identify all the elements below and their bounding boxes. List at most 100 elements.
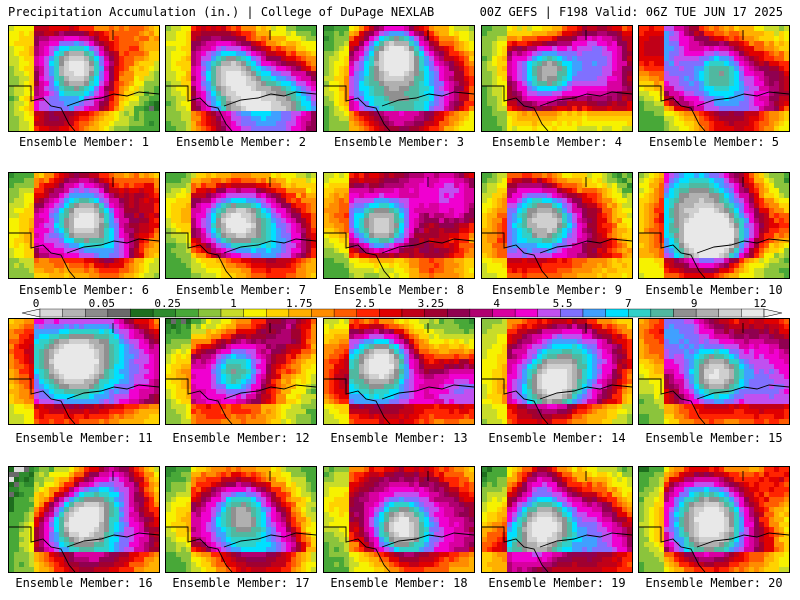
precip-grid-cell [784, 126, 789, 131]
precip-grid-cell [94, 188, 99, 193]
precip-grid-cell [144, 248, 149, 253]
precip-grid-cell [74, 268, 79, 273]
precip-grid-cell [34, 178, 39, 183]
precip-grid-cell [306, 66, 311, 71]
precip-grid-cell [186, 96, 191, 101]
precip-grid-cell [104, 116, 109, 121]
precip-grid-cell [271, 228, 276, 233]
precip-grid-cell [419, 91, 424, 96]
precip-grid-cell [439, 46, 444, 51]
precip-grid-cell [374, 51, 379, 56]
precip-grid-cell [684, 56, 689, 61]
precip-grid-cell [149, 248, 154, 253]
precip-grid-cell [497, 86, 502, 91]
precip-grid-cell [349, 41, 354, 46]
precip-grid-cell [374, 66, 379, 71]
precip-grid-cell [149, 36, 154, 41]
precip-grid-cell [359, 253, 364, 258]
precip-grid-cell [542, 61, 547, 66]
precip-grid-cell [261, 51, 266, 56]
precip-grid-cell [129, 121, 134, 126]
precip-grid-cell [409, 66, 414, 71]
precip-grid-cell [409, 26, 414, 31]
precip-grid-cell [552, 116, 557, 121]
precip-grid-cell [9, 208, 14, 213]
precip-grid-cell [221, 91, 226, 96]
precip-grid-cell [104, 273, 109, 278]
precip-grid-cell [587, 26, 592, 31]
precip-grid-cell [739, 96, 744, 101]
precip-grid-cell [459, 51, 464, 56]
precip-grid-cell [582, 71, 587, 76]
precip-grid-cell [39, 66, 44, 71]
precip-grid-cell [464, 203, 469, 208]
ensemble-member-label: Ensemble Member: 1 [18, 135, 150, 149]
precip-grid-cell [64, 268, 69, 273]
precip-grid-cell [389, 228, 394, 233]
precip-grid-cell [577, 66, 582, 71]
precip-grid-cell [181, 51, 186, 56]
precip-grid-cell [734, 76, 739, 81]
precip-grid-cell [439, 208, 444, 213]
precip-grid-cell [439, 96, 444, 101]
precip-grid-cell [434, 61, 439, 66]
precip-grid-cell [191, 101, 196, 106]
precip-grid-cell [689, 86, 694, 91]
precip-grid-cell [492, 71, 497, 76]
precip-grid-cell [517, 46, 522, 51]
precip-grid-cell [154, 218, 159, 223]
precip-grid-cell [221, 36, 226, 41]
precip-grid-cell [149, 101, 154, 106]
precip-grid-cell [291, 116, 296, 121]
precip-grid-cell [206, 213, 211, 218]
precip-grid-cell [14, 36, 19, 41]
precip-grid-cell [424, 203, 429, 208]
precip-grid-cell [439, 106, 444, 111]
precip-grid-cell [221, 203, 226, 208]
precip-grid-cell [44, 263, 49, 268]
precip-grid-cell [542, 111, 547, 116]
precip-grid-cell [704, 46, 709, 51]
precip-grid-cell [266, 173, 271, 178]
precip-grid-cell [449, 46, 454, 51]
precip-grid-cell [344, 243, 349, 248]
precip-grid-cell [39, 258, 44, 263]
precip-grid-cell [369, 233, 374, 238]
precip-grid-cell [134, 106, 139, 111]
precip-grid-cell [684, 31, 689, 36]
precip-grid-cell [144, 273, 149, 278]
precip-grid-cell [266, 258, 271, 263]
precip-grid-cell [334, 173, 339, 178]
precip-grid-cell [311, 263, 316, 268]
precip-grid-cell [764, 46, 769, 51]
precip-grid-cell [109, 56, 114, 61]
precip-grid-cell [607, 106, 612, 111]
precip-grid-cell [171, 243, 176, 248]
precip-grid-cell [364, 178, 369, 183]
precip-grid-cell [369, 126, 374, 131]
precip-grid-cell [562, 66, 567, 71]
ensemble-map-panel [638, 25, 790, 132]
precip-grid-cell [592, 86, 597, 91]
precip-grid-cell [149, 253, 154, 258]
precip-grid-cell [49, 253, 54, 258]
precip-grid-cell [236, 76, 241, 81]
precip-grid-cell [59, 173, 64, 178]
precip-grid-cell [744, 71, 749, 76]
precip-grid-cell [344, 228, 349, 233]
precip-grid-cell [374, 86, 379, 91]
precip-grid-cell [414, 188, 419, 193]
precip-grid-cell [349, 243, 354, 248]
precip-grid-cell [44, 238, 49, 243]
precip-grid-cell [286, 86, 291, 91]
precip-grid-cell [296, 208, 301, 213]
precip-grid-cell [699, 26, 704, 31]
precip-grid-cell [754, 36, 759, 41]
precip-grid-cell [14, 173, 19, 178]
precip-grid-cell [444, 121, 449, 126]
precip-grid-cell [597, 41, 602, 46]
precip-grid-cell [364, 198, 369, 203]
ensemble-map-panel [165, 25, 317, 132]
precip-grid-cell [226, 86, 231, 91]
precip-grid-cell [359, 188, 364, 193]
